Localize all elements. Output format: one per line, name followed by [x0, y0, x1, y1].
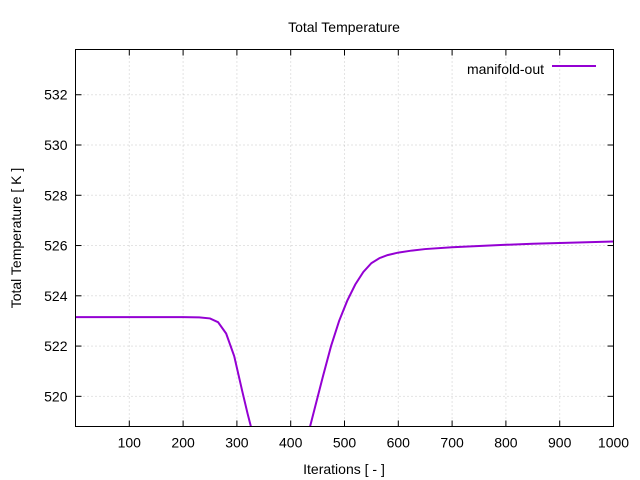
- x-tick-label: 700: [440, 435, 464, 451]
- x-tick-label: 800: [494, 435, 518, 451]
- series-line: [75, 240, 614, 427]
- y-tick-label: 528: [44, 187, 68, 203]
- x-axis-label: Iterations [ - ]: [303, 461, 385, 477]
- y-tick-label: 530: [44, 137, 68, 153]
- grid-layer: [75, 49, 614, 427]
- legend-label: manifold-out: [467, 61, 544, 77]
- plot-frame: [75, 49, 614, 427]
- chart-title: Total Temperature: [288, 19, 400, 35]
- y-tick-label: 524: [44, 288, 68, 304]
- y-tick-label: 520: [44, 388, 68, 404]
- x-tick-label: 600: [387, 435, 411, 451]
- x-tick-label: 300: [225, 435, 249, 451]
- y-tick-label: 532: [44, 87, 68, 103]
- x-tick-label: 100: [118, 435, 142, 451]
- x-tick-label: 400: [279, 435, 303, 451]
- legend: manifold-out: [467, 61, 596, 77]
- x-tick-label: 500: [333, 435, 357, 451]
- y-axis-label: Total Temperature [ K ]: [8, 168, 24, 309]
- x-tick-label: 200: [171, 435, 195, 451]
- y-tick-label: 526: [44, 238, 68, 254]
- tick-layer: 100 200 300 400 500 600 700 800 900 1000 520 522 524…: [44, 49, 629, 451]
- y-tick-label: 522: [44, 338, 68, 354]
- series-layer: [75, 240, 614, 427]
- x-tick-label: 1000: [598, 435, 629, 451]
- x-tick-label: 900: [548, 435, 572, 451]
